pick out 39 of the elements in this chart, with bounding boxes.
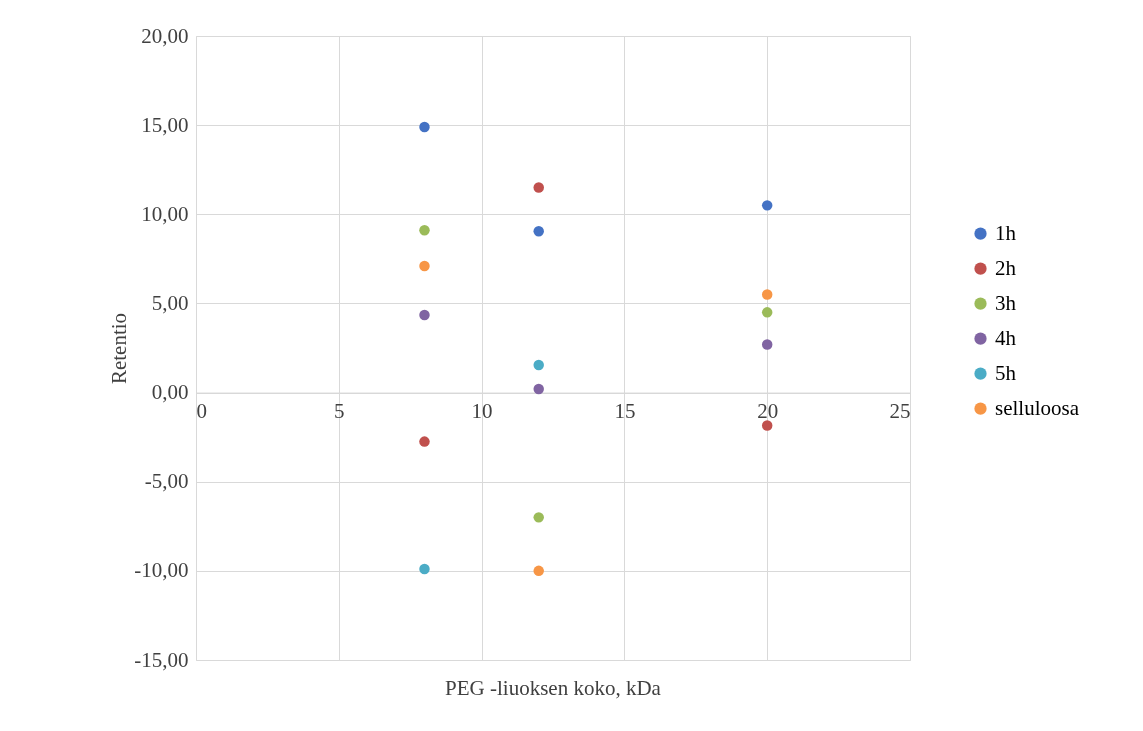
legend-label: 3h [995,290,1017,315]
point [533,383,544,395]
x-tick-label: 0 [196,399,207,424]
legend-label: 4h [995,325,1017,350]
legend-label: 2h [995,255,1017,280]
legend-label: 1h [995,220,1017,245]
point [533,225,544,237]
x-tick-label: 25 [889,399,911,424]
y-tick-label: 20,00 [141,23,189,48]
point [761,289,773,300]
x-tick-label: 5 [334,399,345,424]
point [419,225,430,236]
y-tick-label: -15,00 [134,647,189,672]
y-tick-label: 15,00 [141,112,189,137]
y-tick-label: 0,00 [151,380,189,405]
point [419,121,430,133]
point [533,359,544,371]
point [761,200,773,211]
x-tick-label: 20 [757,399,779,424]
x-tick-label: 15 [614,399,636,424]
point [419,563,430,575]
y-axis-title: Retentio [107,312,132,385]
y-tick-label: -10,00 [134,558,189,583]
point [533,565,544,577]
y-tick-label: -5,00 [144,469,189,494]
y-tick-label: 10,00 [141,201,189,226]
x-tick-label: 10 [471,399,493,424]
point [761,307,773,318]
x-axis-title: PEG -liuoksen koko, kDa [445,676,662,700]
point [419,309,430,321]
point [419,436,430,447]
y-tick-label: 5,00 [151,290,189,315]
point [533,182,544,193]
legend-label: selluloosa [995,395,1080,420]
point [761,420,773,431]
legend-label: 5h [995,360,1017,385]
point [533,512,544,523]
point [761,339,773,350]
point [419,260,430,272]
